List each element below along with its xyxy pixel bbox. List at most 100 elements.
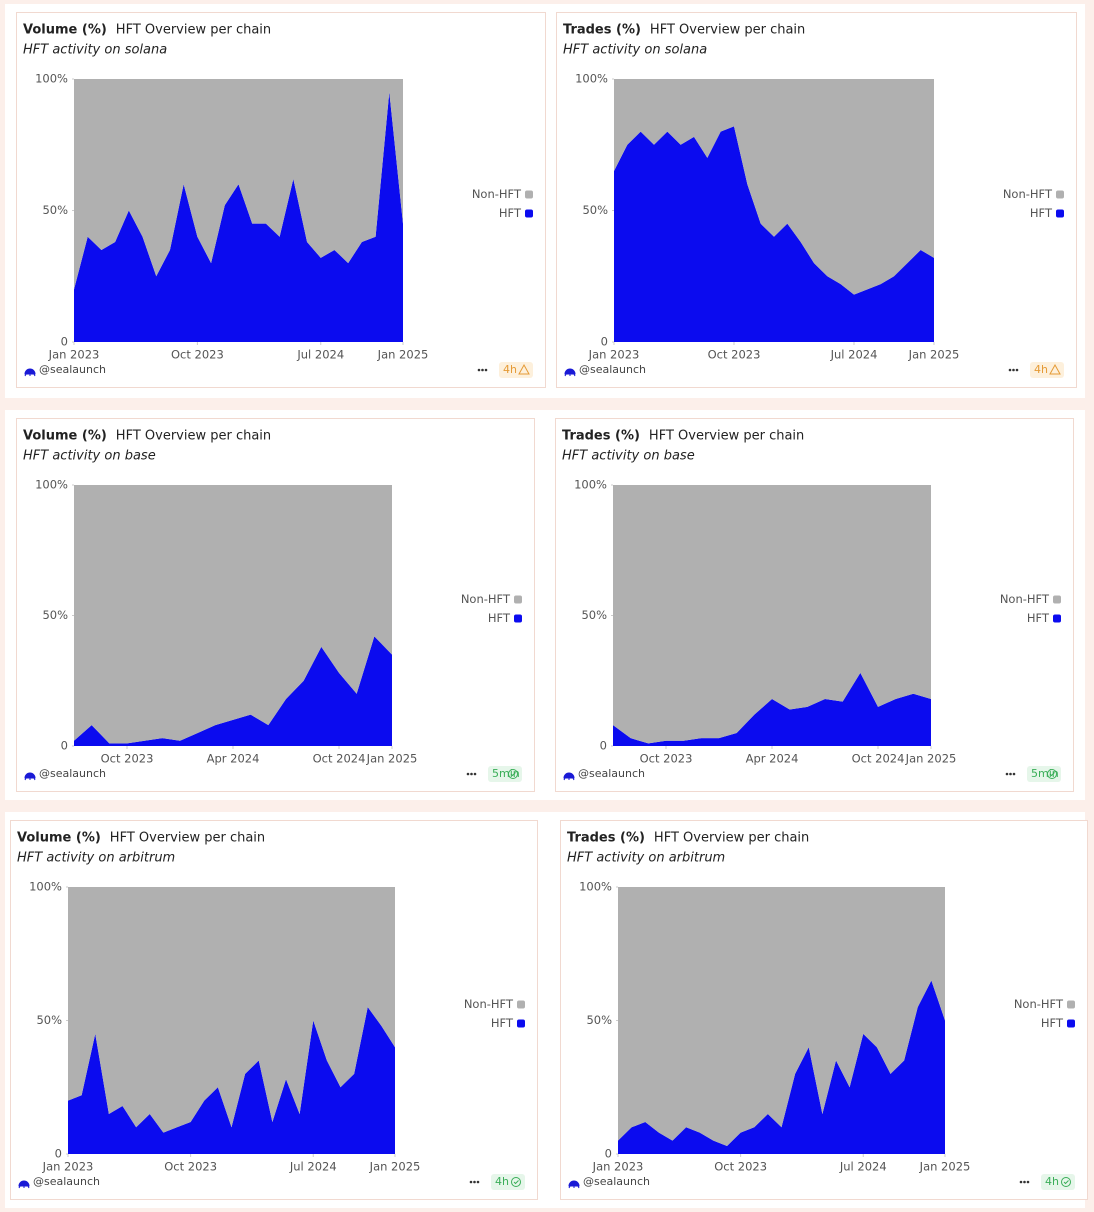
menu-dot xyxy=(466,772,470,776)
chart-subtitle: HFT activity on solana xyxy=(563,43,707,58)
menu-dot xyxy=(1008,368,1012,372)
legend-swatch xyxy=(514,595,522,604)
x-tick-label: Oct 2024 xyxy=(852,752,905,766)
menu-dot xyxy=(1012,368,1015,372)
author: @sealaunch xyxy=(579,363,646,376)
area xyxy=(614,79,934,295)
chart-subtitle: HFT activity on solana xyxy=(23,43,167,58)
author: @sealaunch xyxy=(583,1175,650,1188)
chart-title: HFT Overview per chain xyxy=(650,23,805,38)
y-tick-label: 50% xyxy=(36,1013,62,1027)
legend-label: Non-HFT xyxy=(464,997,514,1011)
status-icon xyxy=(511,1177,521,1187)
menu-dot xyxy=(470,772,473,776)
status-icon xyxy=(1047,769,1057,779)
x-tick-label: Jan 2023 xyxy=(48,348,100,362)
chart-title: HFT Overview per chain xyxy=(110,831,265,846)
author-icon xyxy=(568,1180,580,1189)
y-tick-label: 0 xyxy=(605,1147,612,1161)
legend-swatch xyxy=(1056,190,1064,199)
area xyxy=(68,1007,395,1154)
area xyxy=(74,485,392,744)
area xyxy=(614,126,934,342)
legend-swatch xyxy=(1056,209,1064,218)
legend-label: HFT xyxy=(491,1016,514,1030)
x-tick-label: Apr 2024 xyxy=(207,752,260,766)
x-tick-label: Jan 2025 xyxy=(366,752,418,766)
status-check xyxy=(1063,1180,1069,1185)
y-tick-label: 100% xyxy=(29,880,62,894)
x-tick-label: Jul 2024 xyxy=(839,1160,887,1174)
menu-dot xyxy=(1019,1180,1023,1184)
area xyxy=(74,79,403,290)
x-tick-label: Apr 2024 xyxy=(746,752,799,766)
chart-metric: Volume (%) xyxy=(17,831,101,846)
chart-metric: Volume (%) xyxy=(23,429,107,444)
menu-dot xyxy=(1005,772,1009,776)
y-tick-label: 50% xyxy=(582,203,608,217)
refresh-time: 4h xyxy=(495,1175,509,1188)
status-check xyxy=(513,1180,519,1185)
area xyxy=(613,485,931,744)
chart-title: HFT Overview per chain xyxy=(649,429,804,444)
y-tick-label: 50% xyxy=(581,608,607,622)
refresh-time: 5min xyxy=(492,767,520,780)
chart-metric: Trades (%) xyxy=(562,429,640,444)
x-tick-label: Jul 2024 xyxy=(830,348,878,362)
legend-label: Non-HFT xyxy=(472,187,522,201)
author-icon xyxy=(24,772,36,781)
legend-swatch xyxy=(525,209,533,218)
menu-dot xyxy=(476,1180,480,1184)
y-tick-label: 0 xyxy=(61,335,68,349)
x-tick-label: Oct 2023 xyxy=(164,1160,217,1174)
x-tick-label: Jan 2023 xyxy=(588,348,640,362)
chart-panel: Volume (%) HFT Overview per chain HFT acti… xyxy=(16,12,546,388)
chart-panel: Trades (%) HFT Overview per chain HFT acti… xyxy=(555,418,1074,792)
status-check xyxy=(510,772,516,777)
status-icon xyxy=(518,363,530,375)
y-tick-label: 100% xyxy=(575,72,608,86)
menu-dot xyxy=(1026,1180,1030,1184)
x-tick-label: Oct 2023 xyxy=(640,752,693,766)
legend-label: Non-HFT xyxy=(461,592,511,606)
legend-swatch xyxy=(1053,595,1061,604)
chart-panel: Volume (%) HFT Overview per chain HFT acti… xyxy=(10,820,538,1200)
chart-panel: Trades (%) HFT Overview per chain HFT acti… xyxy=(560,820,1088,1200)
menu-dot xyxy=(477,368,481,372)
chart-subtitle: HFT activity on arbitrum xyxy=(17,851,175,866)
y-tick-label: 0 xyxy=(600,739,607,753)
chart-subtitle: HFT activity on arbitrum xyxy=(567,851,725,866)
legend-label: HFT xyxy=(1027,611,1050,625)
menu-dot xyxy=(469,1180,473,1184)
author-icon xyxy=(563,772,575,781)
legend-label: HFT xyxy=(499,206,522,220)
status-icon xyxy=(1049,363,1061,375)
x-tick-label: Jan 2023 xyxy=(42,1160,94,1174)
area xyxy=(613,672,931,746)
y-tick-label: 0 xyxy=(601,335,608,349)
menu-dot xyxy=(473,772,477,776)
legend-label: HFT xyxy=(488,611,511,625)
chart: Trades (%) HFT Overview per chain HFT acti… xyxy=(562,429,1061,782)
x-tick-label: Jan 2025 xyxy=(908,348,960,362)
legend-label: HFT xyxy=(1041,1016,1064,1030)
author-icon xyxy=(18,1180,30,1189)
chart: Volume (%) HFT Overview per chain HFT acti… xyxy=(23,429,522,782)
refresh-time: 4h xyxy=(1045,1175,1059,1188)
x-tick-label: Jan 2025 xyxy=(377,348,429,362)
author: @sealaunch xyxy=(578,767,645,780)
chart-metric: Trades (%) xyxy=(567,831,645,846)
x-tick-label: Oct 2023 xyxy=(171,348,224,362)
y-tick-label: 50% xyxy=(586,1013,612,1027)
chart: Volume (%) HFT Overview per chain HFT acti… xyxy=(17,831,525,1190)
legend-label: HFT xyxy=(1030,206,1053,220)
x-tick-label: Jan 2025 xyxy=(919,1160,971,1174)
chart-subtitle: HFT activity on base xyxy=(23,449,156,464)
legend-swatch xyxy=(517,1000,525,1009)
menu-dot xyxy=(473,1180,476,1184)
chart-panel: Volume (%) HFT Overview per chain HFT acti… xyxy=(16,418,535,792)
y-tick-label: 0 xyxy=(55,1147,62,1161)
y-tick-label: 100% xyxy=(35,72,68,86)
chart-metric: Volume (%) xyxy=(23,23,107,38)
menu-dot xyxy=(484,368,488,372)
